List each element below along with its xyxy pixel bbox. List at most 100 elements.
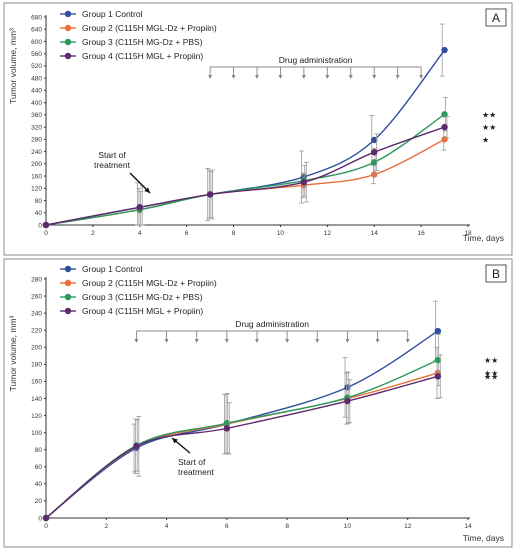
legend-swatch-marker <box>64 38 72 46</box>
data-point-group-3 <box>434 356 442 364</box>
y-tick-label: 40 <box>35 481 43 488</box>
drug-administration-label: Drug administration <box>279 55 353 65</box>
drug-dose-arrowhead <box>348 75 353 79</box>
legend-swatch-marker <box>64 279 72 287</box>
drug-dose-arrowhead <box>255 339 259 343</box>
data-point-group-1 <box>441 46 448 54</box>
drug-dose-arrowhead <box>419 75 424 79</box>
panel-letter-box <box>485 264 507 283</box>
data-point-group-4 <box>371 149 378 156</box>
drug-dose-arrowhead <box>372 75 377 79</box>
x-tick-label: 12 <box>324 230 332 237</box>
y-tick-label: 220 <box>31 328 42 335</box>
y-tick-label: 280 <box>31 276 42 283</box>
legend-entry: Group 1 Control <box>82 9 143 19</box>
x-tick-label: 10 <box>277 230 285 237</box>
data-point-group-1 <box>344 384 351 391</box>
panel-letter: A <box>492 11 500 25</box>
panel-b: 0 20 40 60 80 100 120 140 160 180 200 220 240 260 280 0… <box>8 264 507 543</box>
start-of-treatment-arrowhead <box>172 438 178 444</box>
drug-dose-arrowhead <box>134 339 139 343</box>
y-tick-label: 160 <box>31 173 42 180</box>
legend-swatch-marker <box>64 10 72 18</box>
drug-dose-arrowhead <box>405 339 410 343</box>
drug-dose-arrowhead <box>315 339 320 343</box>
y-tick-label: 320 <box>31 124 42 131</box>
y-tick-label: 240 <box>31 310 42 317</box>
data-point-group-4 <box>223 425 231 432</box>
data-point-group-4 <box>434 373 442 380</box>
y-tick-label: 280 <box>31 137 42 144</box>
data-point-group-3 <box>371 159 378 166</box>
legend-entry: Group 4 (C115H MGL + Propiin) <box>82 51 203 61</box>
y-tick-label: 260 <box>31 293 42 300</box>
legend-entry: Group 4 (C115H MGL + Propiin) <box>82 306 203 316</box>
y-tick-label: 200 <box>31 161 42 168</box>
series-line-group-3 <box>45 113 445 226</box>
drug-dose-arrowhead <box>375 339 380 343</box>
x-tick-label: 2 <box>91 230 95 237</box>
drug-dose-arrowhead <box>301 75 306 79</box>
data-point-group-4 <box>206 191 214 198</box>
significance-marker: ★★ <box>482 123 496 132</box>
x-tick-label: 0 <box>44 230 48 237</box>
x-tick-label: 2 <box>104 523 108 530</box>
y-tick-label: 200 <box>31 345 42 352</box>
legend-swatch-marker <box>64 293 72 301</box>
legend-swatch-marker <box>64 307 72 315</box>
start-of-treatment-label: Start of <box>178 457 206 467</box>
y-tick-label: 240 <box>31 149 42 156</box>
panel-letter-box <box>485 8 507 27</box>
x-tick-label: 12 <box>404 523 412 530</box>
x-tick-label: 6 <box>185 230 189 237</box>
y-tick-label: 480 <box>31 75 42 82</box>
x-tick-label: 18 <box>464 230 472 237</box>
panel-b-frame <box>3 258 513 548</box>
start-of-treatment-label: treatment <box>94 160 131 170</box>
data-point-group-4 <box>133 443 140 450</box>
panel-letter: B <box>492 267 500 281</box>
data-point-group-4 <box>42 514 50 522</box>
x-tick-label: 6 <box>225 523 229 530</box>
y-tick-label: 80 <box>35 447 43 454</box>
drug-dose-arrowhead <box>395 75 400 79</box>
legend-entry: Group 2 (C115H MGL-Dz + Propiin) <box>82 278 217 288</box>
start-of-treatment-arrowhead <box>144 187 150 193</box>
x-tick-label: 0 <box>44 523 48 530</box>
data-point-group-3 <box>223 420 231 427</box>
x-tick-label: 4 <box>165 523 169 530</box>
data-point-group-4 <box>441 123 448 131</box>
x-tick-label: 10 <box>344 523 352 530</box>
x-tick-label: 14 <box>371 230 379 237</box>
drug-dose-arrowhead <box>231 75 236 79</box>
drug-dose-arrowhead <box>208 75 213 79</box>
drug-dose-arrowhead <box>325 75 330 79</box>
y-tick-label: 640 <box>31 27 42 34</box>
panel-a-frame <box>3 2 513 256</box>
legend-swatch-marker <box>64 24 72 32</box>
significance-marker: ★★ <box>482 110 496 119</box>
drug-dose-arrowhead <box>255 75 259 79</box>
y-tick-label: 0 <box>38 515 42 522</box>
data-point-group-4 <box>136 204 143 211</box>
drug-dose-arrowhead <box>278 75 283 79</box>
data-point-group-2 <box>371 171 378 178</box>
data-point-group-3 <box>441 111 448 118</box>
panel-a: 0408012016020024028032036040044048052056… <box>8 8 507 243</box>
y-tick-label: 120 <box>31 413 42 420</box>
legend-entry: Group 1 Control <box>82 264 143 274</box>
legend-entry: Group 3 (C115H MG-Dz + PBS) <box>82 37 203 47</box>
drug-administration-label: Drug administration <box>235 319 309 329</box>
x-axis-label: Time, days <box>463 233 504 243</box>
drug-dose-arrowhead <box>285 339 290 343</box>
drug-dose-arrowhead <box>345 339 350 343</box>
y-tick-label: 600 <box>31 39 42 46</box>
y-tick-label: 360 <box>31 112 42 119</box>
legend-swatch-marker <box>64 52 72 60</box>
y-tick-label: 40 <box>35 210 43 217</box>
y-tick-label: 520 <box>31 63 42 70</box>
data-point-group-4 <box>42 221 50 229</box>
y-axis-label: Tumor volume, mm³ <box>8 315 18 391</box>
legend-swatch-marker <box>64 265 72 273</box>
